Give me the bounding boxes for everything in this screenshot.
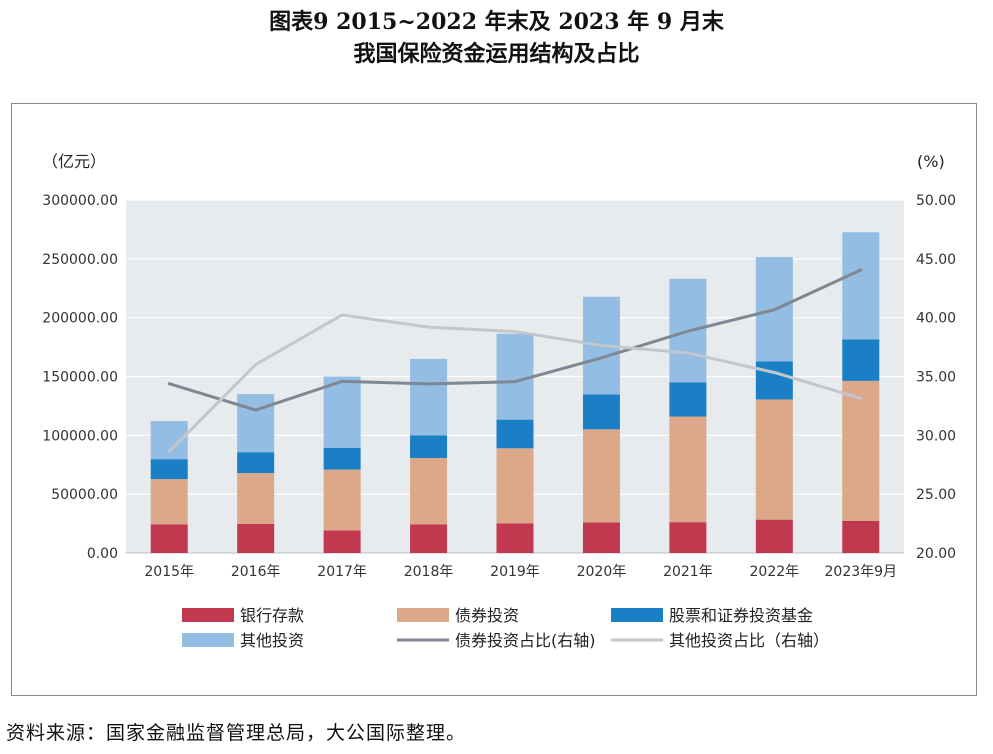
bar-1-3 xyxy=(323,530,361,553)
legend-swatch-4 xyxy=(182,633,234,647)
bar-1-2 xyxy=(237,523,275,553)
legend-label-3: 股票和证券投资基金 xyxy=(669,606,813,625)
y-right-axis-label: (%) xyxy=(917,152,945,171)
y-right-tick-label: 35.00 xyxy=(916,370,956,386)
y-left-tick-label: 50000.00 xyxy=(51,487,118,503)
y-left-tick-label: 0.00 xyxy=(87,546,118,562)
bar-1-9 xyxy=(842,520,880,553)
legend-label-1: 银行存款 xyxy=(240,606,304,625)
x-tick-label: 2023年9月 xyxy=(825,564,898,580)
bar-2-5 xyxy=(496,448,534,524)
bar-1-6 xyxy=(582,522,620,553)
y-left-tick-label: 250000.00 xyxy=(42,252,118,268)
bar-3-9 xyxy=(842,339,880,381)
bar-2-9 xyxy=(842,380,880,521)
legend-label-2: 债券投资 xyxy=(455,606,519,625)
y-left-tick-label: 150000.00 xyxy=(42,370,118,386)
x-tick-label: 2019年 xyxy=(490,564,540,580)
bar-2-3 xyxy=(323,469,361,531)
bar-3-3 xyxy=(323,447,361,470)
bar-3-6 xyxy=(582,394,620,430)
bar-4-4 xyxy=(410,358,448,436)
bar-3-8 xyxy=(755,361,793,400)
bar-3-2 xyxy=(237,452,275,474)
source-note: 资料来源：国家金融监督管理总局，大公国际整理。 xyxy=(6,722,467,744)
x-tick-label: 2020年 xyxy=(577,564,627,580)
chart: 0.00 50000.00 100000.00 150000.00 200000.00 2… xyxy=(42,152,956,650)
bar-4-3 xyxy=(323,376,361,448)
bar-2-6 xyxy=(582,429,620,523)
bar-2-8 xyxy=(755,399,793,520)
x-tick-label: 2018年 xyxy=(404,564,454,580)
bar-4-2 xyxy=(237,394,275,453)
bar-1-7 xyxy=(669,522,707,553)
chart-frame: 0.00 50000.00 100000.00 150000.00 200000.00 2… xyxy=(11,103,977,696)
bar-4-9 xyxy=(842,232,880,340)
y-right-tick-label: 25.00 xyxy=(916,487,956,503)
legend-swatch-3 xyxy=(611,608,663,622)
y-left-tick-label: 200000.00 xyxy=(42,311,118,327)
legend-swatch-2 xyxy=(397,608,449,622)
x-tick-label: 2022年 xyxy=(750,564,800,580)
x-tick-label: 2021年 xyxy=(663,564,713,580)
bar-2-7 xyxy=(669,416,707,523)
chart-title-line-2: 我国保险资金运用结构及占比 xyxy=(353,41,640,67)
x-tick-label: 2015年 xyxy=(144,564,194,580)
y-right-tick-label: 45.00 xyxy=(916,252,956,268)
bar-2-1 xyxy=(150,479,188,525)
bar-1-8 xyxy=(755,519,793,553)
legend-label-6: 其他投资占比（右轴） xyxy=(669,631,829,650)
y-left-axis-label: （亿元） xyxy=(42,152,106,171)
y-right-tick-label: 20.00 xyxy=(916,546,956,562)
bar-1-1 xyxy=(150,524,188,553)
bar-3-4 xyxy=(410,435,448,458)
chart-title-line-1: 图表9 2015~2022 年末及 2023 年 9 月末 xyxy=(269,9,724,35)
bar-3-5 xyxy=(496,419,534,449)
y-left-tick-label: 100000.00 xyxy=(42,428,118,444)
x-tick-label: 2017年 xyxy=(317,564,367,580)
bar-3-7 xyxy=(669,382,707,417)
y-left-tick-label: 300000.00 xyxy=(42,193,118,209)
bar-4-5 xyxy=(496,333,534,420)
line-series-2 xyxy=(167,313,863,454)
bar-1-5 xyxy=(496,523,534,553)
y-right-tick-label: 50.00 xyxy=(916,193,956,209)
legend-label-4: 其他投资 xyxy=(240,631,304,650)
y-right-tick-label: 40.00 xyxy=(916,311,956,327)
bar-1-4 xyxy=(410,524,448,553)
bar-3-1 xyxy=(150,459,188,480)
bar-2-4 xyxy=(410,457,448,525)
line-series-1 xyxy=(167,268,863,412)
legend-swatch-1 xyxy=(182,608,234,622)
y-right-tick-label: 30.00 xyxy=(916,428,956,444)
legend-label-5: 债券投资占比(右轴) xyxy=(455,631,596,650)
x-tick-label: 2016年 xyxy=(231,564,281,580)
bar-2-2 xyxy=(237,473,275,524)
